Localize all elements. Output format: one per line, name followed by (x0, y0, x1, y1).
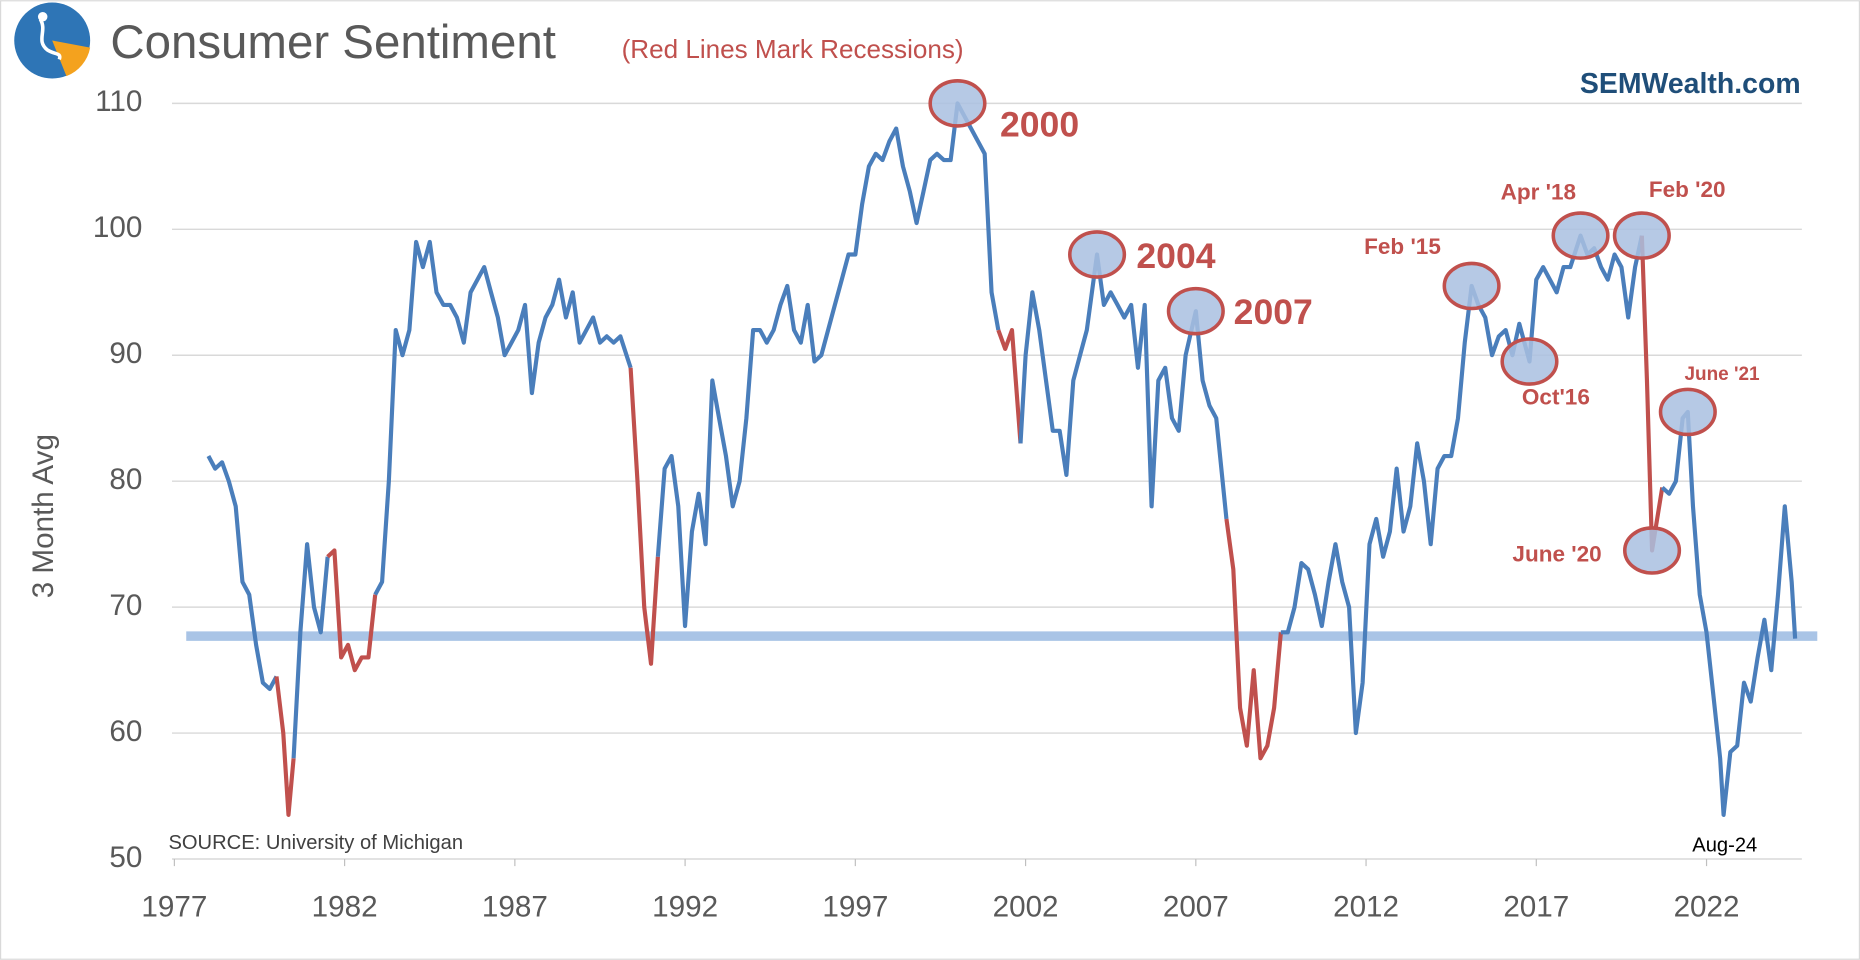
logo (14, 2, 91, 79)
sentiment-line (291, 542, 330, 759)
y-axis-label: 3 Month Avg (27, 434, 60, 598)
brand: SEMWealth.com (1580, 68, 1801, 100)
annotation-circle (928, 79, 987, 128)
end-label: Aug-24 (1692, 834, 1757, 856)
x-tick-label: 1997 (822, 891, 888, 924)
annotation-label: Oct'16 (1522, 385, 1590, 410)
x-tick-label: 2002 (993, 891, 1059, 924)
annotation-circle (1658, 387, 1717, 437)
y-tick-label: 90 (109, 337, 142, 370)
annotation-label: 2007 (1234, 292, 1313, 332)
annotation-label: Apr '18 (1501, 179, 1576, 204)
recession-line (628, 367, 660, 666)
y-tick-label: 60 (109, 715, 142, 748)
chart-title: Consumer Sentiment (110, 16, 556, 69)
annotation-label: Feb '15 (1364, 234, 1441, 259)
annotation-label: Feb '20 (1649, 177, 1726, 202)
annotation-label: June '20 (1512, 541, 1601, 566)
annotation-circle (1500, 337, 1559, 386)
annotation-label: June '21 (1684, 364, 1760, 385)
chart-subtitle: (Red Lines Mark Recessions) (622, 34, 964, 64)
sentiment-line (206, 455, 279, 692)
recession-line (1224, 518, 1283, 761)
sentiment-line (655, 101, 1001, 629)
x-tick-label: 1982 (312, 891, 378, 924)
recession-line (326, 548, 378, 673)
y-tick-label: 70 (109, 589, 142, 622)
annotation-circle (1551, 211, 1610, 260)
sentiment-line (1018, 252, 1229, 520)
y-tick-label: 50 (109, 841, 142, 874)
annotation-circle (1068, 230, 1127, 279)
y-tick-label: 80 (109, 463, 142, 496)
x-tick-label: 1987 (482, 891, 548, 924)
annotation-circle (1612, 211, 1671, 260)
annotation-label: 2000 (1000, 105, 1079, 145)
x-tick-label: 2022 (1674, 891, 1740, 924)
sentiment-line (373, 239, 633, 596)
x-tick-label: 2017 (1503, 891, 1569, 924)
recession-line (274, 676, 296, 817)
x-tick-label: 1977 (141, 891, 207, 924)
recession-line (996, 327, 1023, 444)
annotation-circle (1442, 261, 1501, 311)
source-note: SOURCE: University of Michigan (168, 832, 463, 854)
y-tick-label: 100 (93, 211, 142, 244)
x-tick-label: 2007 (1163, 891, 1229, 924)
x-tick-label: 1992 (652, 891, 718, 924)
x-tick-label: 2012 (1333, 891, 1399, 924)
annotation-circle (1623, 526, 1682, 575)
y-tick-label: 110 (95, 85, 142, 118)
annotation-label: 2004 (1136, 236, 1215, 276)
annotation-circle (1166, 286, 1225, 336)
